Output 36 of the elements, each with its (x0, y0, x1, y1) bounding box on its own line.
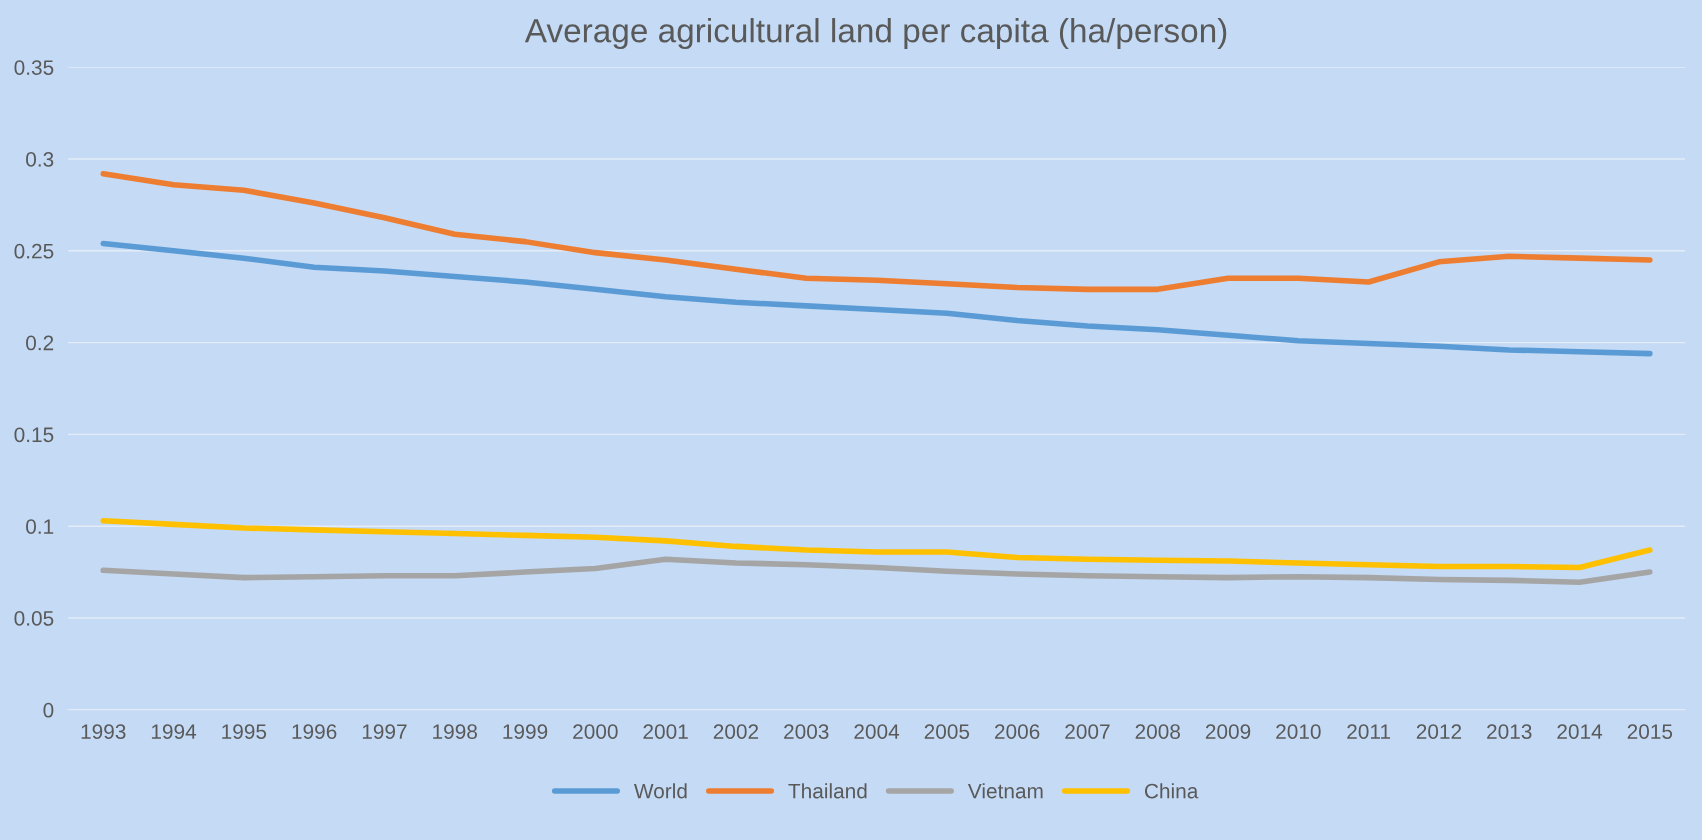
legend-label: Thailand (788, 783, 867, 799)
x-tick-label: 2007 (1065, 724, 1110, 739)
x-tick-label: 2010 (1276, 724, 1321, 739)
x-tick-label: 2009 (1205, 724, 1251, 739)
x-tick-label: 1997 (362, 724, 407, 739)
y-tick-label: 0.3 (26, 152, 54, 167)
x-tick-label: 2011 (1347, 724, 1391, 739)
x-tick-label: 2004 (854, 724, 900, 739)
y-tick-label: 0.2 (26, 335, 54, 351)
x-tick-label: 2015 (1627, 724, 1673, 739)
y-tick-label: 0.05 (14, 611, 54, 626)
x-tick-label: 2002 (713, 724, 759, 739)
chart-title: Average agricultural land per capita (ha/person) (524, 18, 1227, 50)
x-tick-label: 2013 (1487, 724, 1532, 739)
x-tick-label: 1998 (433, 724, 477, 739)
x-tick-label: 2003 (784, 724, 829, 739)
legend-label: China (1144, 783, 1199, 799)
x-tick-label: 1999 (503, 724, 548, 739)
legend-label: Vietnam (967, 783, 1043, 799)
x-tick-label: 1995 (222, 724, 267, 739)
x-tick-label: 2006 (995, 724, 1040, 739)
y-tick-label: 0.25 (14, 243, 54, 259)
legend-label: World (633, 783, 687, 799)
x-tick-label: 2012 (1416, 724, 1462, 739)
x-tick-label: 2001 (643, 724, 688, 739)
x-tick-label: 1994 (151, 724, 197, 739)
y-tick-label: 0.15 (14, 427, 54, 443)
x-tick-label: 2005 (924, 724, 970, 739)
y-tick-label: 0 (43, 702, 54, 718)
x-tick-label: 2008 (1135, 724, 1180, 739)
x-tick-label: 2000 (573, 724, 618, 739)
x-tick-label: 1996 (292, 724, 337, 739)
x-tick-label: 2014 (1557, 724, 1603, 739)
x-tick-label: 1993 (81, 724, 126, 739)
y-tick-label: 0.1 (26, 519, 54, 534)
y-tick-label: 0.35 (14, 60, 54, 75)
